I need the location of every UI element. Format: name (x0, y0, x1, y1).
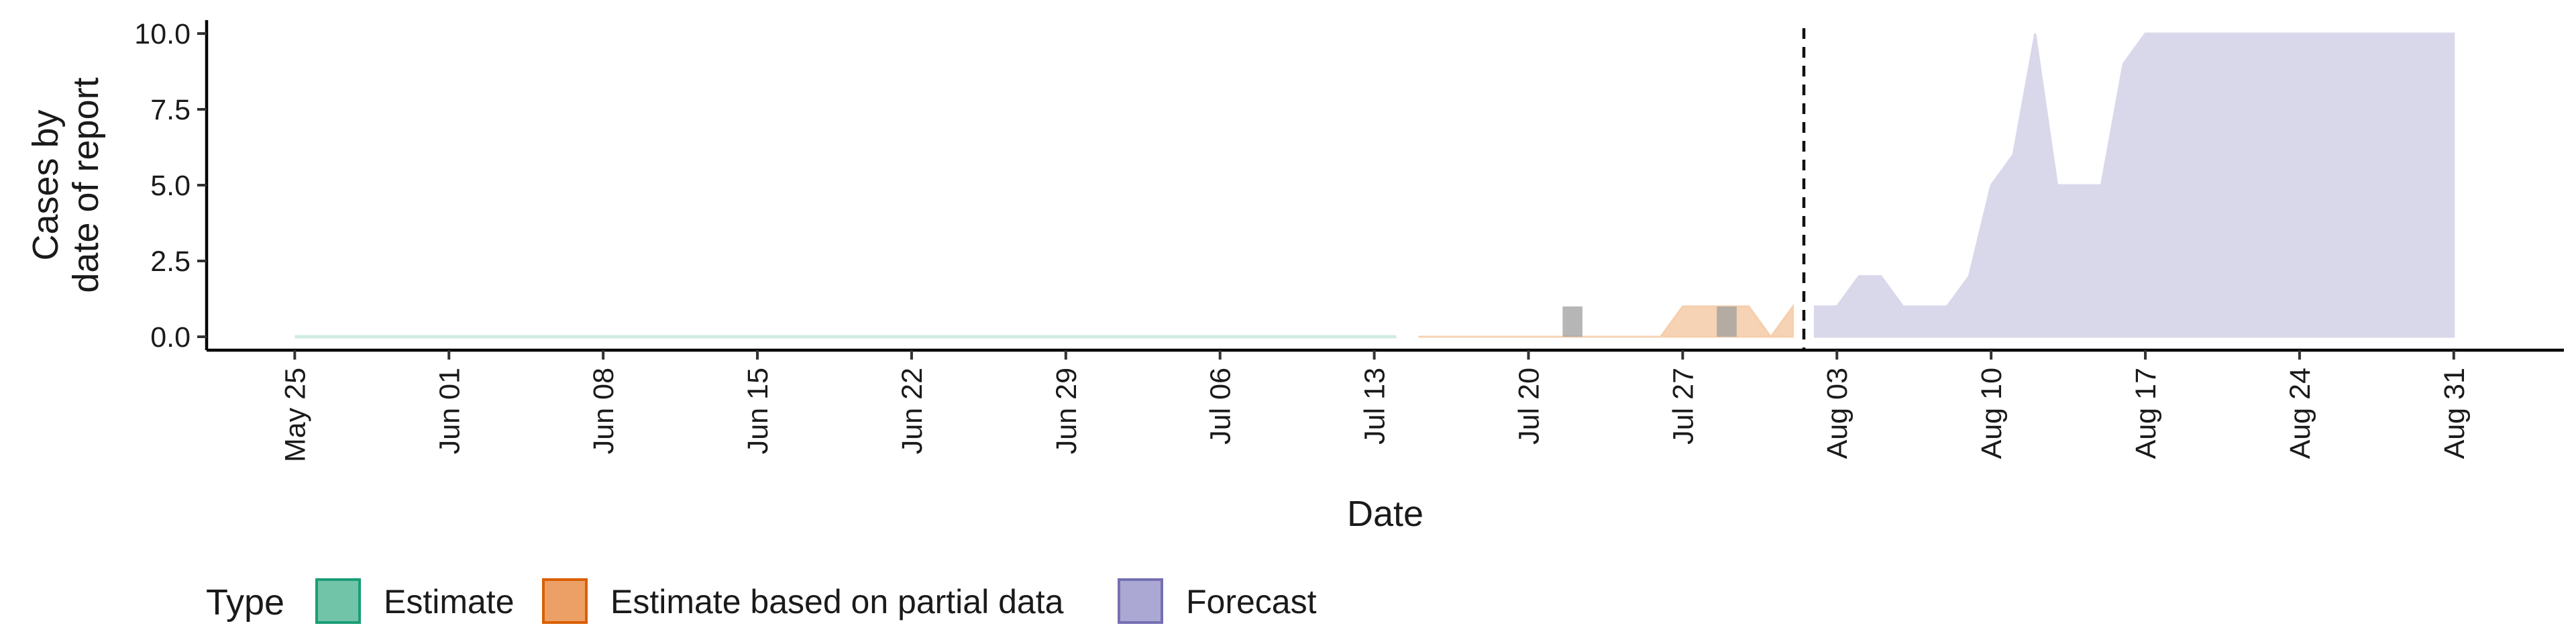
y-axis-title: Cases bydate of report (25, 77, 106, 292)
x-tick-label: Jun 29 (1051, 368, 1083, 454)
report-bar-2 (1717, 306, 1737, 337)
y-axis-title-line: Cases by (25, 109, 66, 260)
area-forecast (1813, 32, 2455, 338)
x-tick-label: Aug 03 (1821, 368, 1854, 459)
x-axis: May 25 Jun 01 Jun 08 Jun 15 Jun 22 Jun 29 Jul … (207, 348, 2564, 462)
legend-key-1 (315, 578, 361, 624)
x-tick-label: Jul 06 (1205, 368, 1237, 445)
plot-bars (1562, 306, 1737, 337)
y-tick-label: 2.5 (150, 246, 191, 278)
y-axis: 0.0 2.5 5.0 7.5 10.0 (134, 18, 209, 354)
x-tick-label: Jun 08 (588, 368, 620, 454)
y-tick-label: 10.0 (134, 18, 191, 50)
plot-areas (294, 32, 2455, 339)
area-estimate-based-on-partial-data (1418, 303, 1794, 339)
legend-label-3: Forecast (1186, 583, 1317, 621)
x-tick-label: Aug 17 (2130, 368, 2162, 459)
legend-label-1: Estimate (384, 583, 515, 621)
x-tick-label: Jul 20 (1513, 368, 1545, 445)
x-tick-label: Jun 15 (742, 368, 774, 454)
y-tick-label: 0.0 (150, 321, 191, 354)
x-tick-label: May 25 (279, 368, 311, 462)
x-tick-label: Jul 13 (1359, 368, 1391, 445)
legend-label-2: Estimate based on partial data (610, 583, 1064, 621)
x-tick-label: Aug 24 (2284, 368, 2316, 459)
legend-key-3 (1118, 578, 1163, 624)
x-tick-label: Jun 01 (433, 368, 466, 454)
x-tick-label: Jul 27 (1667, 368, 1699, 445)
y-tick-label: 7.5 (150, 94, 191, 126)
report-bar-1 (1562, 306, 1582, 337)
legend-title: Type (206, 582, 284, 623)
y-axis-title-line: date of report (66, 77, 106, 292)
x-tick-label: Aug 31 (2438, 368, 2471, 459)
legend: Type Estimate Estimate based on partial d… (206, 578, 1317, 624)
x-axis-title: Date (1347, 494, 1424, 534)
x-tick-label: Jun 22 (896, 368, 928, 454)
y-tick-label: 5.0 (150, 170, 191, 202)
x-tick-label: Aug 10 (1976, 368, 2008, 459)
legend-key-2 (542, 578, 588, 624)
